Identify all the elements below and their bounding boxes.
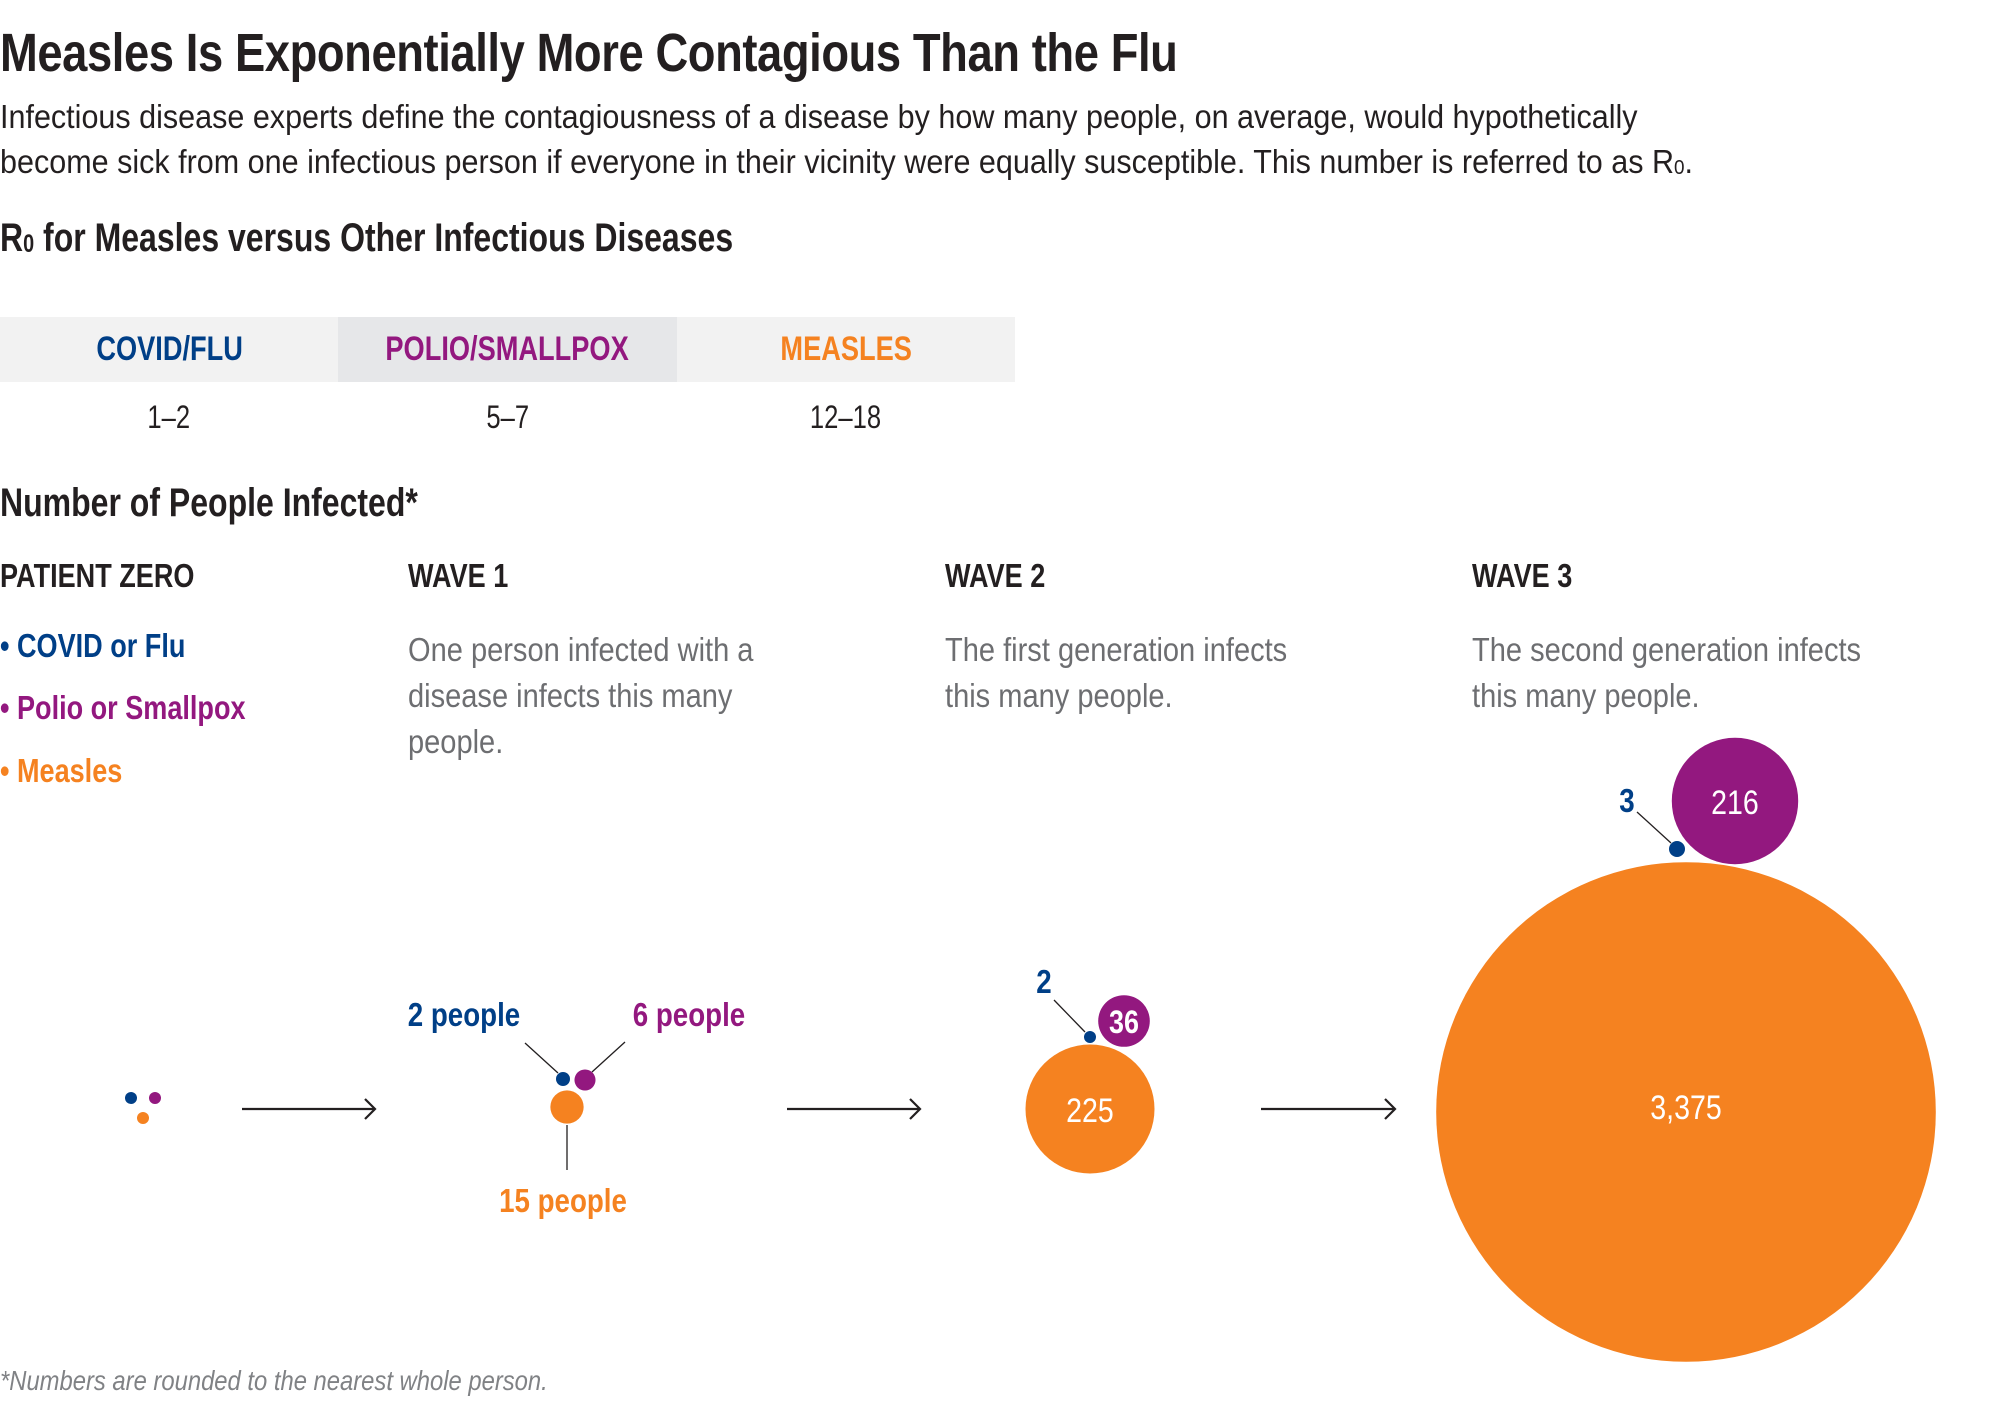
- legend-item-measles: • Measles: [0, 752, 123, 789]
- bubble-measles-stage-1: [550, 1090, 584, 1124]
- r0-value-covid: 1–2: [147, 398, 191, 435]
- bubble-covid-stage-2: [1084, 1031, 1096, 1043]
- r0-section-heading: R0 for Measles versus Other Infectious D…: [0, 216, 734, 260]
- bubble-polio-stage-3: [1671, 737, 1799, 865]
- bubble-measles-stage-0: [137, 1112, 149, 1124]
- leader-wave2-covid: [1053, 999, 1086, 1033]
- r0-table-header-row: COVID/FLU POLIO/SMALLPOX MEASLES: [0, 317, 1015, 382]
- wave-2-description: The first generation infects this many p…: [945, 631, 1288, 714]
- label-wave3-measles: 3,375: [1650, 1089, 1721, 1127]
- subtitle-line-2: become sick from one infectious person i…: [0, 143, 1693, 180]
- leader-wave1-covid: [524, 1042, 559, 1074]
- legend-item-polio: • Polio or Smallpox: [0, 689, 246, 726]
- label-wave1-measles: 15 people: [499, 1183, 627, 1220]
- bubble-polio-stage-1: [574, 1069, 596, 1091]
- subtitle-line-1: Infectious disease experts define the co…: [0, 98, 1638, 135]
- bubble-measles-stage-3: [1436, 862, 1936, 1362]
- r0-header-polio: POLIO/SMALLPOX: [338, 317, 677, 382]
- wave-1-description: One person infected with a disease infec…: [408, 631, 754, 760]
- column-header-wave-3: WAVE 3: [1472, 557, 1573, 594]
- leader-wave1-polio: [591, 1041, 626, 1073]
- arrow-2-head: [909, 1098, 922, 1120]
- label-wave3-covid: 3: [1619, 783, 1634, 820]
- arrow-3-head: [1384, 1098, 1397, 1120]
- footnote: *Numbers are rounded to the nearest whol…: [0, 1365, 548, 1396]
- bubble-polio-stage-2: [1098, 995, 1150, 1047]
- bubble-covid-stage-3: [1669, 841, 1685, 857]
- r0-header-measles: MEASLES: [676, 317, 1015, 382]
- label-wave3-polio: 216: [1711, 784, 1759, 822]
- label-wave1-polio: 6 people: [633, 997, 745, 1034]
- column-header-wave-1: WAVE 1: [408, 557, 509, 594]
- leader-wave3-covid: [1636, 811, 1672, 844]
- column-header-patient-zero: PATIENT ZERO: [0, 557, 195, 594]
- arrow-1-head: [364, 1098, 377, 1120]
- bubble-measles-stage-2: [1025, 1044, 1155, 1174]
- bubble-covid-stage-1: [556, 1072, 570, 1086]
- column-header-wave-2: WAVE 2: [945, 557, 1046, 594]
- bubble-polio-stage-0: [149, 1092, 161, 1104]
- r0-table: COVID/FLU POLIO/SMALLPOX MEASLES 1–2 5–7…: [0, 317, 1015, 452]
- bubble-covid-stage-0: [125, 1092, 137, 1104]
- legend-item-covid: • COVID or Flu: [0, 627, 186, 664]
- r0-header-covid: COVID/FLU: [0, 317, 339, 382]
- r0-value-polio: 5–7: [486, 398, 529, 435]
- r0-table-value-row: 1–2 5–7 12–18: [0, 382, 1015, 452]
- page-title: Measles Is Exponentially More Contagious…: [0, 23, 1178, 83]
- infected-section-heading: Number of People Infected*: [0, 481, 418, 525]
- wave-3-description: The second generation infects this many …: [1472, 631, 1862, 714]
- label-wave2-polio: 36: [1109, 1005, 1139, 1041]
- label-wave1-covid: 2 people: [408, 997, 520, 1034]
- label-wave2-measles: 225: [1066, 1092, 1114, 1130]
- r0-value-measles: 12–18: [810, 398, 882, 435]
- label-wave2-covid: 2: [1036, 964, 1051, 1001]
